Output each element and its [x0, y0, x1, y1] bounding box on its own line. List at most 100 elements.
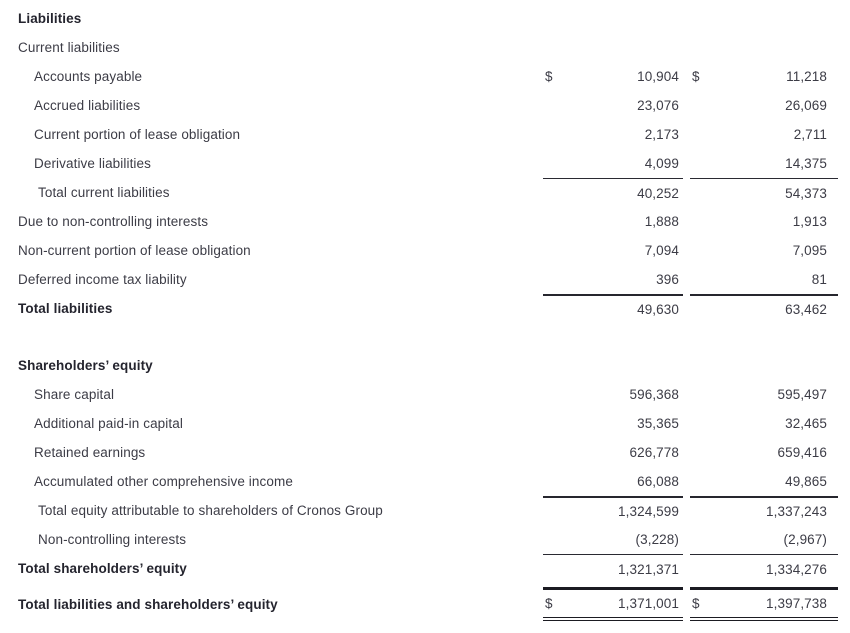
row-label: Deferred income tax liability	[18, 272, 187, 287]
value-group-col1: 1,888	[543, 207, 683, 236]
value-group-col2: 7,095	[690, 236, 838, 265]
value-col1: 66,088	[637, 474, 679, 489]
value-col2: 32,465	[785, 416, 827, 431]
value-col1: 1,888	[644, 214, 679, 229]
column-gap	[683, 265, 690, 294]
column-gap	[683, 178, 690, 207]
value-col1: 596,368	[629, 387, 679, 402]
row-label: Derivative liabilities	[34, 156, 151, 171]
value-col2: 7,095	[792, 243, 827, 258]
row-label: Total equity attributable to shareholder…	[38, 503, 383, 518]
value-col2: 14,375	[785, 156, 827, 171]
value-col2: 1,337,243	[766, 504, 827, 519]
dollar-sign-col1: $	[545, 596, 553, 611]
value-group-col1: $ 1,371,001	[543, 587, 683, 621]
value-group-col2: 63,462	[690, 294, 838, 323]
column-gap	[683, 236, 690, 265]
column-gap	[683, 149, 690, 178]
value-group-col1: 1,321,371	[543, 554, 683, 583]
table-row-derivative-liabilities: Derivative liabilities 4,099 14,375	[18, 149, 838, 178]
value-col1: 4,099	[644, 156, 679, 171]
value-col2: 1,913	[792, 214, 827, 229]
value-group-col2: 32,465	[690, 409, 838, 438]
value-group-col2: 49,865	[690, 467, 838, 496]
row-label: Total liabilities and shareholders’ equi…	[18, 596, 278, 612]
value-col2: 1,397,738	[766, 596, 827, 611]
column-gap	[683, 380, 690, 409]
table-row-accounts-payable: Accounts payable $ 10,904 $ 11,218	[18, 62, 838, 91]
row-label: Accounts payable	[34, 69, 143, 84]
column-gap	[683, 587, 690, 621]
section-heading-shareholders-equity: Shareholders’ equity	[18, 351, 838, 380]
table-row-deferred-income-tax: Deferred income tax liability 396 81	[18, 265, 838, 294]
balance-sheet: Liabilities Current liabilities Accounts…	[18, 4, 838, 621]
table-row-total-equity-attributable: Total equity attributable to shareholder…	[18, 496, 838, 525]
row-label: Total current liabilities	[38, 185, 170, 200]
table-row-share-capital: Share capital 596,368 595,497	[18, 380, 838, 409]
row-label: Total liabilities	[18, 301, 113, 316]
row-label: Retained earnings	[34, 445, 146, 460]
value-col2: 26,069	[785, 98, 827, 113]
value-col1: 23,076	[637, 98, 679, 113]
value-col1: 40,252	[637, 185, 679, 201]
row-label: Shareholders’ equity	[18, 358, 153, 373]
value-group-col1: 23,076	[543, 91, 683, 120]
row-label: Share capital	[34, 387, 115, 402]
table-row-additional-paid-in-capital: Additional paid-in capital 35,365 32,465	[18, 409, 838, 438]
value-col1: 1,321,371	[618, 561, 679, 577]
table-row-total-shareholders-equity: Total shareholders’ equity 1,321,371 1,3…	[18, 554, 838, 583]
value-group-col2: 81	[690, 265, 838, 294]
value-group-col1: 596,368	[543, 380, 683, 409]
column-gap	[683, 554, 690, 583]
column-gap	[683, 409, 690, 438]
table-row-total-current-liabilities: Total current liabilities 40,252 54,373	[18, 178, 838, 207]
table-row-retained-earnings: Retained earnings 626,778 659,416	[18, 438, 838, 467]
row-label: Total shareholders’ equity	[18, 561, 187, 576]
value-group-col1: 626,778	[543, 438, 683, 467]
value-group-col2: 54,373	[690, 178, 838, 207]
value-group-col2: 1,913	[690, 207, 838, 236]
value-group-col1: 4,099	[543, 149, 683, 178]
value-col2: 63,462	[785, 302, 827, 317]
column-gap	[683, 91, 690, 120]
value-group-col2: $ 11,218	[690, 62, 838, 91]
row-label: Liabilities	[18, 11, 82, 26]
column-gap	[683, 207, 690, 236]
row-label: Accumulated other comprehensive income	[34, 474, 293, 489]
value-col1: 2,173	[644, 127, 679, 142]
column-gap	[683, 496, 690, 525]
value-col1: 35,365	[637, 416, 679, 431]
dollar-sign-col1: $	[545, 69, 553, 84]
value-group-col1: (3,228)	[543, 525, 683, 554]
subsection-current-liabilities: Current liabilities	[18, 33, 838, 62]
row-label: Additional paid-in capital	[34, 416, 183, 431]
value-group-col1: $ 10,904	[543, 62, 683, 91]
table-row-noncurrent-lease-obligation: Non-current portion of lease obligation …	[18, 236, 838, 265]
value-group-col1: 7,094	[543, 236, 683, 265]
section-heading-liabilities: Liabilities	[18, 4, 838, 33]
value-group-col2: 2,711	[690, 120, 838, 149]
value-group-col1: 2,173	[543, 120, 683, 149]
dollar-sign-col2: $	[692, 596, 700, 611]
value-col2: (2,967)	[783, 532, 827, 547]
row-label: Non-current portion of lease obligation	[18, 243, 251, 258]
row-label: Non-controlling interests	[38, 532, 187, 547]
row-label: Accrued liabilities	[34, 98, 141, 113]
value-group-col1: 66,088	[543, 467, 683, 496]
table-row-non-controlling-interests: Non-controlling interests (3,228) (2,967…	[18, 525, 838, 554]
dollar-sign-col2: $	[692, 69, 700, 84]
value-group-col1: 40,252	[543, 178, 683, 207]
value-col1: 626,778	[629, 445, 679, 460]
column-gap	[683, 525, 690, 554]
column-gap	[683, 294, 690, 323]
table-row-total-liabilities-and-equity: Total liabilities and shareholders’ equi…	[18, 587, 838, 621]
value-col1: (3,228)	[635, 532, 679, 547]
value-group-col1: 35,365	[543, 409, 683, 438]
table-row-total-liabilities: Total liabilities 49,630 63,462	[18, 294, 838, 323]
value-group-col2: 14,375	[690, 149, 838, 178]
column-gap	[683, 467, 690, 496]
value-col1: 1,371,001	[618, 596, 679, 611]
value-col2: 2,711	[793, 127, 827, 142]
value-group-col1: 49,630	[543, 294, 683, 323]
value-col1: 1,324,599	[618, 504, 679, 519]
